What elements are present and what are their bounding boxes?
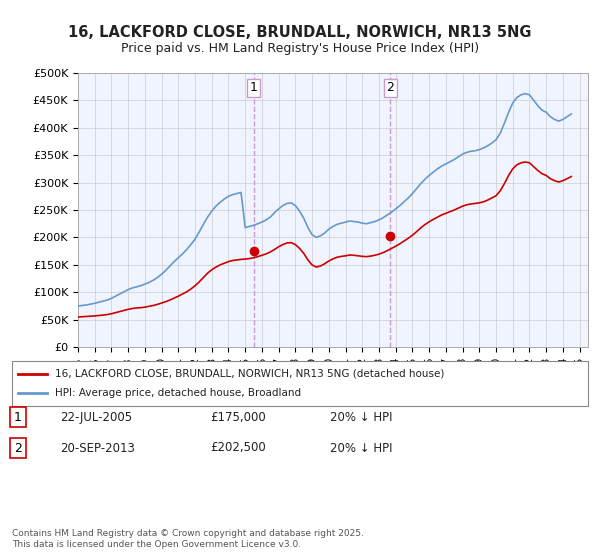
Text: 22-JUL-2005: 22-JUL-2005 xyxy=(60,410,132,424)
Text: HPI: Average price, detached house, Broadland: HPI: Average price, detached house, Broa… xyxy=(55,389,301,399)
Text: 20% ↓ HPI: 20% ↓ HPI xyxy=(330,441,392,455)
Text: 2: 2 xyxy=(14,441,22,455)
Text: 20% ↓ HPI: 20% ↓ HPI xyxy=(330,410,392,424)
Text: 16, LACKFORD CLOSE, BRUNDALL, NORWICH, NR13 5NG (detached house): 16, LACKFORD CLOSE, BRUNDALL, NORWICH, N… xyxy=(55,368,445,379)
Text: 1: 1 xyxy=(250,81,257,94)
Text: Price paid vs. HM Land Registry's House Price Index (HPI): Price paid vs. HM Land Registry's House … xyxy=(121,42,479,55)
Text: £175,000: £175,000 xyxy=(210,410,266,424)
Text: 2: 2 xyxy=(386,81,394,94)
Text: 1: 1 xyxy=(14,410,22,424)
Text: £202,500: £202,500 xyxy=(210,441,266,455)
Text: 16, LACKFORD CLOSE, BRUNDALL, NORWICH, NR13 5NG: 16, LACKFORD CLOSE, BRUNDALL, NORWICH, N… xyxy=(68,25,532,40)
Text: 20-SEP-2013: 20-SEP-2013 xyxy=(60,441,135,455)
FancyBboxPatch shape xyxy=(12,361,588,406)
Text: Contains HM Land Registry data © Crown copyright and database right 2025.
This d: Contains HM Land Registry data © Crown c… xyxy=(12,529,364,549)
